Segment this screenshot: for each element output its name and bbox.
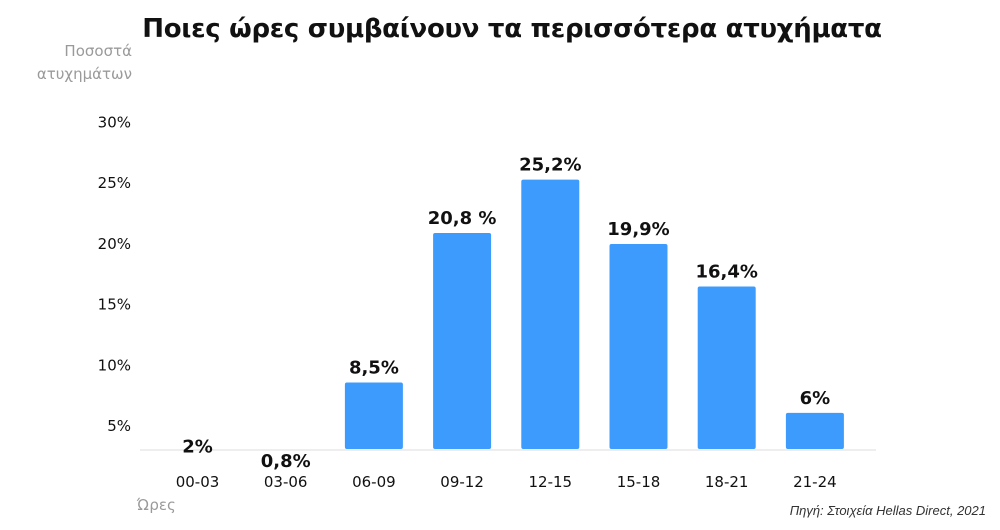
bar-value-label: 16,4% xyxy=(695,261,757,282)
source-note: Πηγή: Στοιχεία Hellas Direct, 2021 xyxy=(789,503,986,518)
bar-value-label: 0,8% xyxy=(261,451,311,472)
y-axis-label: Ποσοστά ατυχημάτων xyxy=(36,42,132,83)
y-tick-label: 15% xyxy=(98,296,131,314)
bar-value-label: 8,5% xyxy=(349,357,399,378)
bar xyxy=(609,243,668,449)
x-tick-label: 18-21 xyxy=(705,473,749,491)
bar-value-label: 19,9% xyxy=(607,219,669,240)
y-tick-label: 30% xyxy=(98,113,131,131)
y-tick-label: 5% xyxy=(107,417,131,435)
bar-value-label: 20,8 % xyxy=(428,208,497,229)
y-tick-label: 20% xyxy=(98,235,131,253)
x-tick-label: 00-03 xyxy=(176,473,220,491)
x-tick-label: 03-06 xyxy=(264,473,308,491)
bar-value-label: 6% xyxy=(800,388,831,409)
y-tick-label: 10% xyxy=(98,356,131,374)
bar-value-label: 2% xyxy=(182,436,213,457)
bar xyxy=(433,233,492,449)
x-tick-label: 21-24 xyxy=(793,473,837,491)
x-axis-label: Ώρες xyxy=(137,496,176,514)
bar xyxy=(785,412,844,449)
x-tick-label: 12-15 xyxy=(529,473,573,491)
x-tick-label: 15-18 xyxy=(617,473,661,491)
chart-title: Ποιες ώρες συμβαίνουν τα περισσότερα ατυ… xyxy=(142,14,882,44)
bar xyxy=(344,382,403,449)
bar xyxy=(697,286,756,449)
x-tick-label: 06-09 xyxy=(352,473,396,491)
y-tick-label: 25% xyxy=(98,174,131,192)
x-tick-label: 09-12 xyxy=(440,473,484,491)
bar xyxy=(521,179,580,449)
bar-value-label: 25,2% xyxy=(519,155,581,176)
